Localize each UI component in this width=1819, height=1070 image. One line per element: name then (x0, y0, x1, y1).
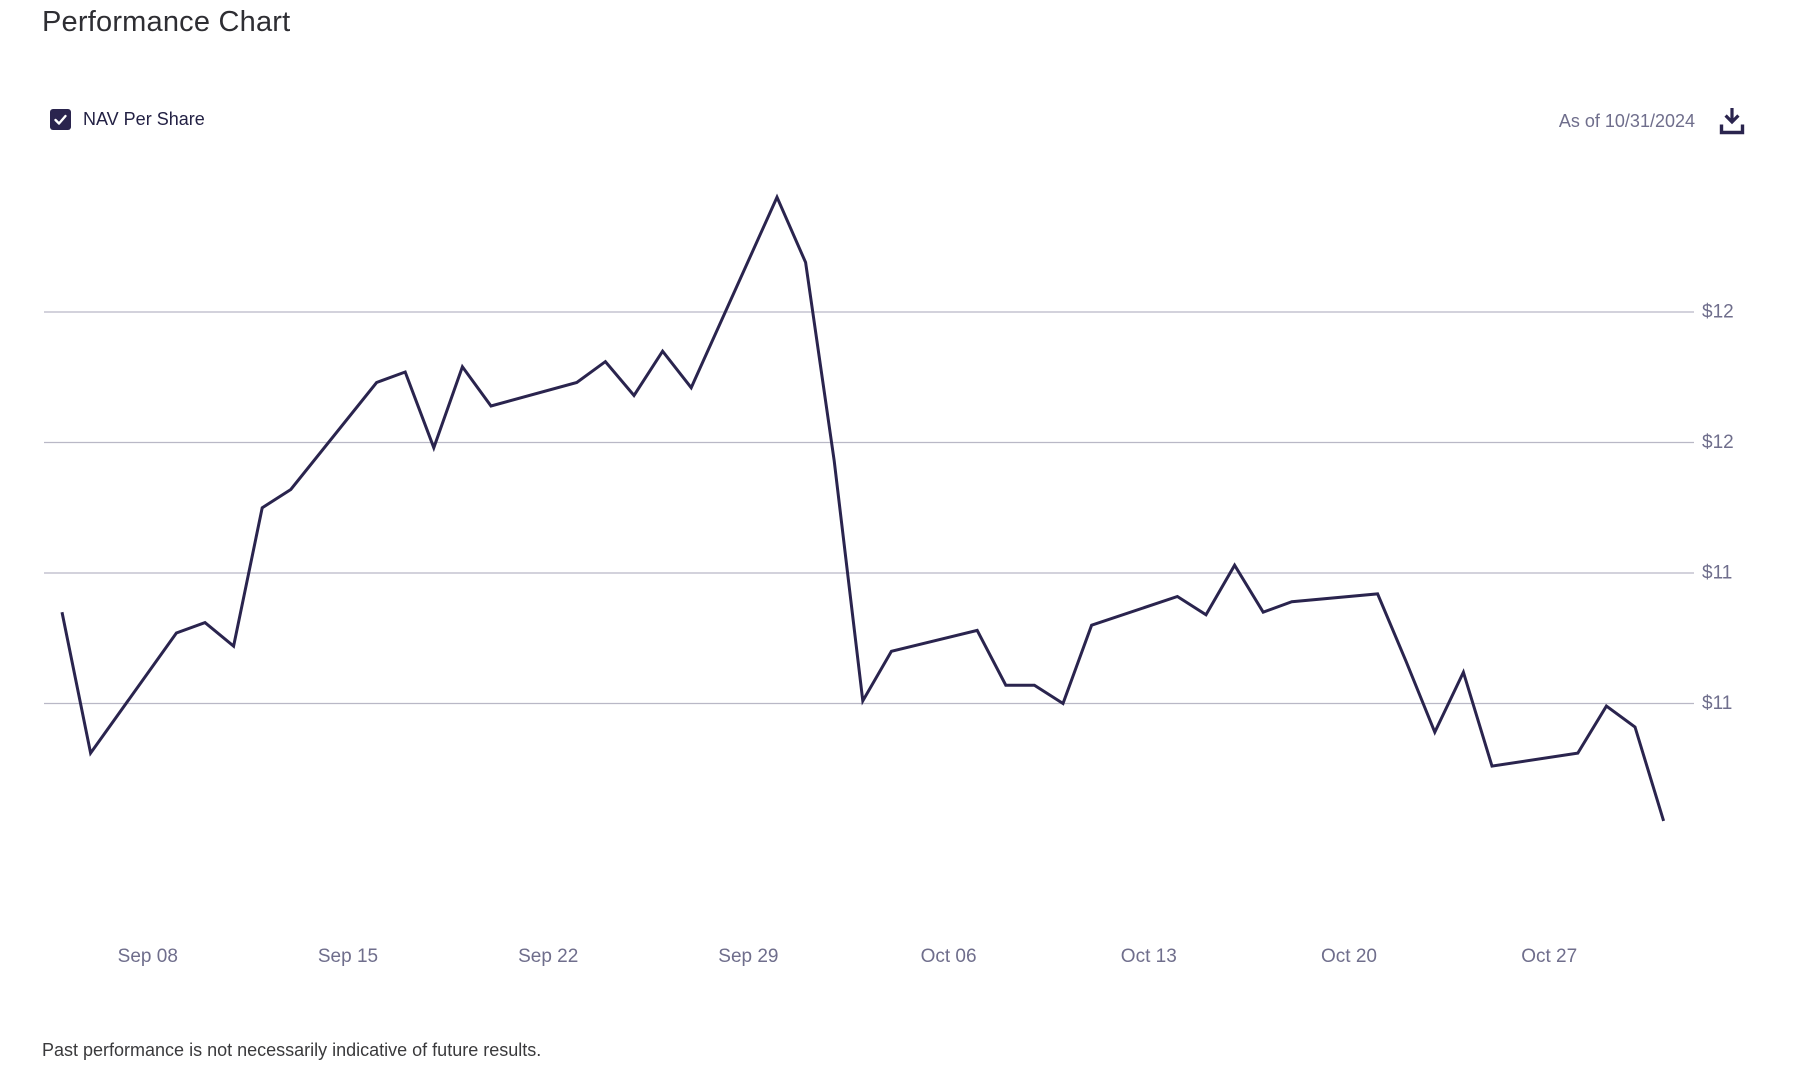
x-axis-tick-label: Sep 15 (318, 946, 378, 967)
disclaimer-text: Past performance is not necessarily indi… (42, 1040, 542, 1060)
download-icon (1719, 108, 1745, 135)
x-axis-tick-label: Oct 27 (1521, 946, 1577, 967)
x-axis-tick-label: Oct 13 (1121, 946, 1177, 967)
page-title: Performance Chart (42, 6, 291, 38)
as-of-date-label: As of 10/31/2024 (1558, 110, 1695, 131)
checkmark-icon (54, 114, 67, 125)
y-axis-label: $12 (1702, 302, 1734, 323)
x-axis-tick-label: Oct 20 (1321, 946, 1377, 967)
y-axis-label: $11 (1702, 693, 1732, 714)
legend-label: NAV Per Share (83, 109, 205, 129)
nav-line-series (60, 193, 1666, 822)
x-axis-tick-label: Sep 29 (718, 946, 778, 967)
x-axis-tick-label: Sep 08 (118, 946, 178, 967)
nav-per-share-legend-toggle[interactable]: NAV Per Share (50, 109, 205, 130)
y-axis-label: $11 (1702, 563, 1732, 584)
nav-per-share-checkbox[interactable] (50, 109, 71, 130)
x-axis-tick-label: Sep 22 (518, 946, 578, 967)
download-button[interactable] (1717, 105, 1747, 137)
x-axis-tick-label: Oct 06 (921, 946, 977, 967)
nav-performance-chart: $12 $12 $11 $11 Sep 08 Sep 15 Sep 22 Sep 29 Oct … (44, 193, 1734, 967)
y-axis-label: $12 (1702, 432, 1734, 453)
asof-row: As of 10/31/2024 (1559, 105, 1747, 137)
